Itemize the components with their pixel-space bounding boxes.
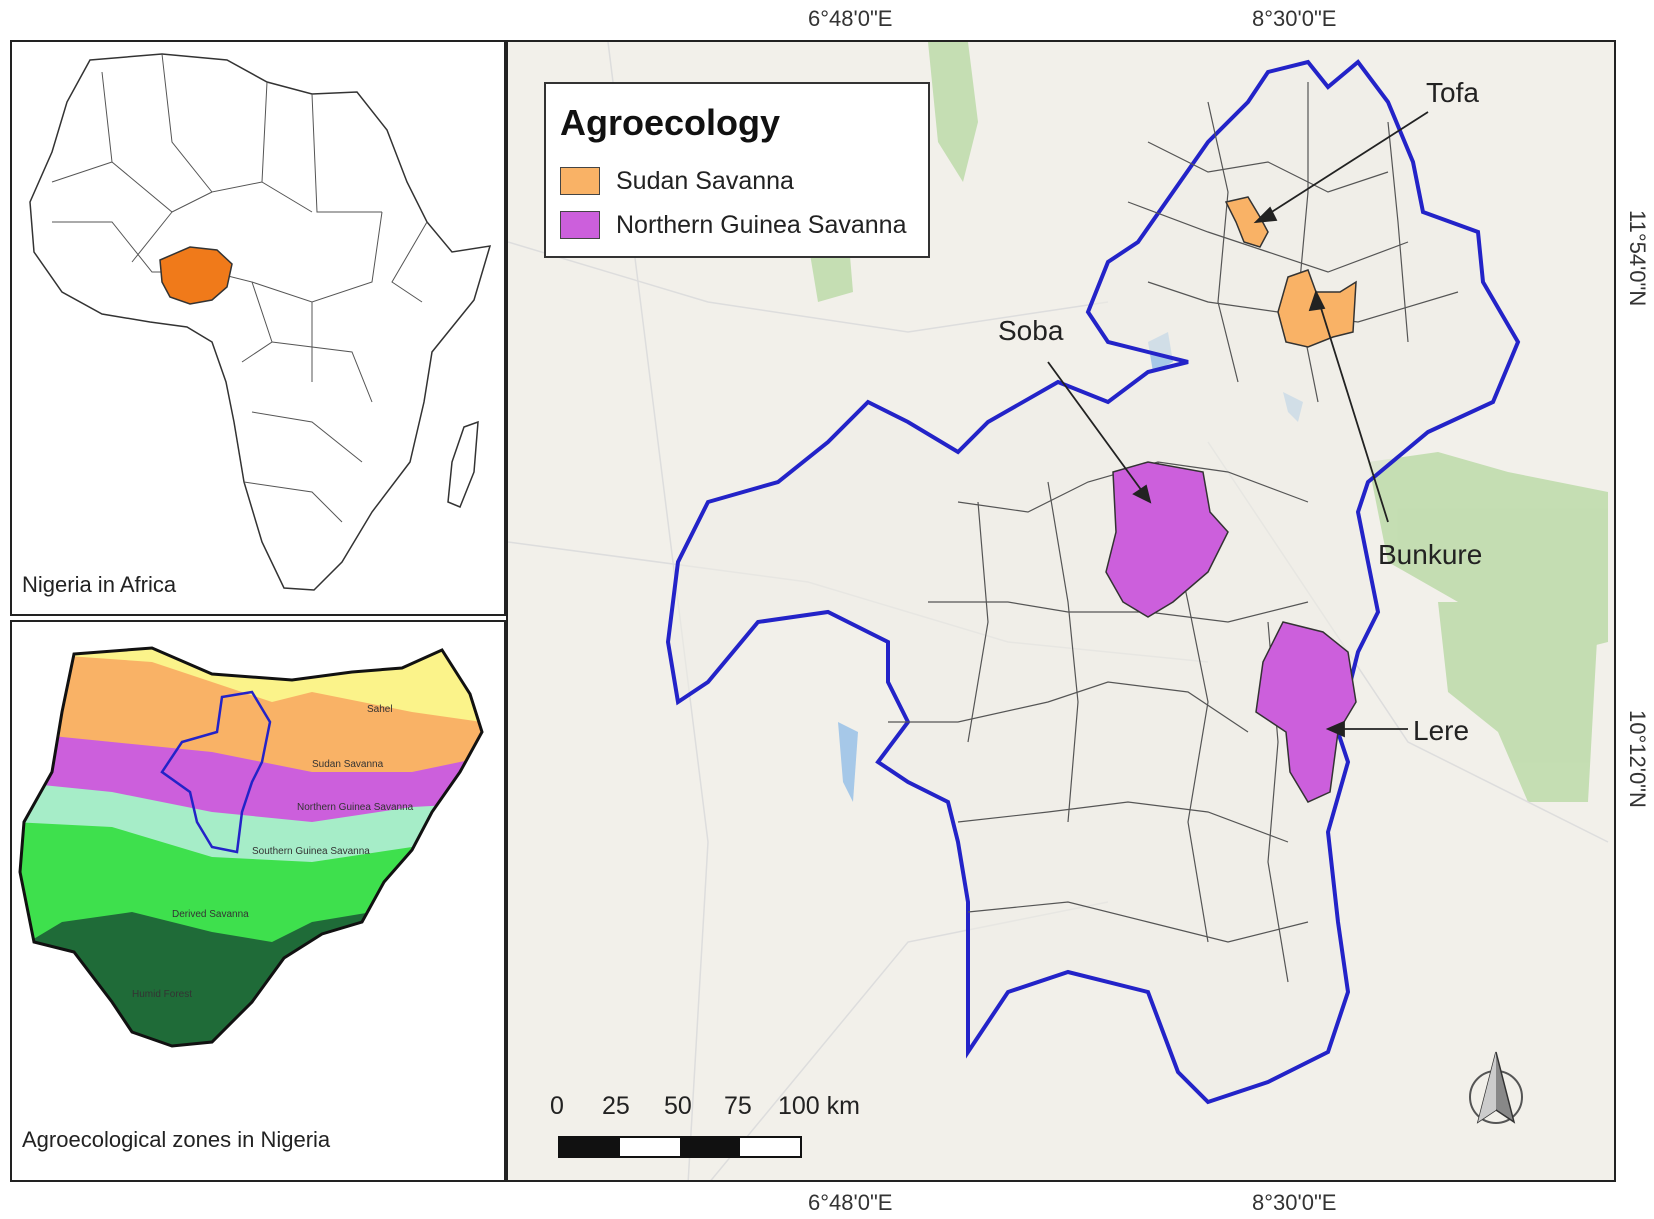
site-label-tofa: Tofa <box>1426 77 1479 108</box>
coord-bottom-right: 8°30'0"E <box>1252 1190 1337 1215</box>
nigeria-outline <box>18 646 484 1048</box>
scale-tick-100: 100 km <box>778 1092 860 1120</box>
nigeria-inset-caption: Agroecological zones in Nigeria <box>22 1127 331 1152</box>
main-map-panel: Tofa Bunkure Soba Lere Agroecology Sudan… <box>506 40 1616 1182</box>
zone-label-sahel: Sahel <box>367 704 393 715</box>
africa-inset-panel: Nigeria in Africa <box>10 40 506 616</box>
site-label-soba: Soba <box>998 315 1064 346</box>
legend-item-northern-guinea: Northern Guinea Savanna <box>560 208 906 242</box>
zone-label-northern-guinea: Northern Guinea Savanna <box>297 802 414 813</box>
zone-label-derived-savanna: Derived Savanna <box>172 909 249 920</box>
site-soba-area <box>1105 461 1229 618</box>
legend-label-northern-guinea: Northern Guinea Savanna <box>616 210 907 239</box>
scale-bar-ticks: 0 25 50 75 100 km <box>550 1092 888 1122</box>
madagascar-island <box>447 420 479 508</box>
coord-right-lower: 10°12'0"N <box>1625 710 1650 808</box>
site-lere-area <box>1255 621 1357 803</box>
zone-label-southern-guinea: Southern Guinea Savanna <box>252 846 370 857</box>
zone-label-sudan: Sudan Savanna <box>312 759 384 770</box>
africa-outline <box>29 53 492 591</box>
legend-swatch-sudan <box>560 167 600 195</box>
study-area-outline <box>160 690 272 854</box>
scale-tick-25: 25 <box>602 1092 630 1120</box>
legend-swatch-northern-guinea <box>560 211 600 239</box>
scale-bar-graphic <box>558 1136 802 1158</box>
map-legend: Agroecology Sudan Savanna Northern Guine… <box>544 82 930 258</box>
scale-tick-50: 50 <box>664 1092 692 1120</box>
coord-bottom-left: 6°48'0"E <box>808 1190 893 1215</box>
leader-arrows <box>1047 111 1429 738</box>
nigeria-inset-panel: Sahel Sudan Savanna Northern Guinea Sava… <box>10 620 506 1182</box>
nigeria-highlight <box>159 246 233 305</box>
legend-title: Agroecology <box>560 102 781 143</box>
africa-country-borders <box>51 53 428 523</box>
scale-tick-0: 0 <box>550 1092 564 1120</box>
coord-right-upper: 11°54'0"N <box>1625 210 1650 307</box>
legend-item-sudan: Sudan Savanna <box>560 164 794 198</box>
coord-top-right: 8°30'0"E <box>1252 6 1337 31</box>
main-map-canvas: Tofa Bunkure Soba Lere <box>508 42 1609 1180</box>
nigeria-zones-map: Sahel Sudan Savanna Northern Guinea Sava… <box>18 646 484 1048</box>
legend-label-sudan: Sudan Savanna <box>616 166 794 195</box>
north-arrow-icon <box>1469 1051 1523 1124</box>
coord-top-left: 6°48'0"E <box>808 6 893 31</box>
site-label-bunkure: Bunkure <box>1378 539 1482 570</box>
site-tofa-area <box>1224 196 1269 248</box>
site-label-lere: Lere <box>1413 715 1469 746</box>
africa-inset-caption: Nigeria in Africa <box>22 572 177 597</box>
scale-tick-75: 75 <box>724 1092 752 1120</box>
zone-label-humid-forest: Humid Forest <box>132 989 192 1000</box>
africa-map <box>29 53 492 591</box>
